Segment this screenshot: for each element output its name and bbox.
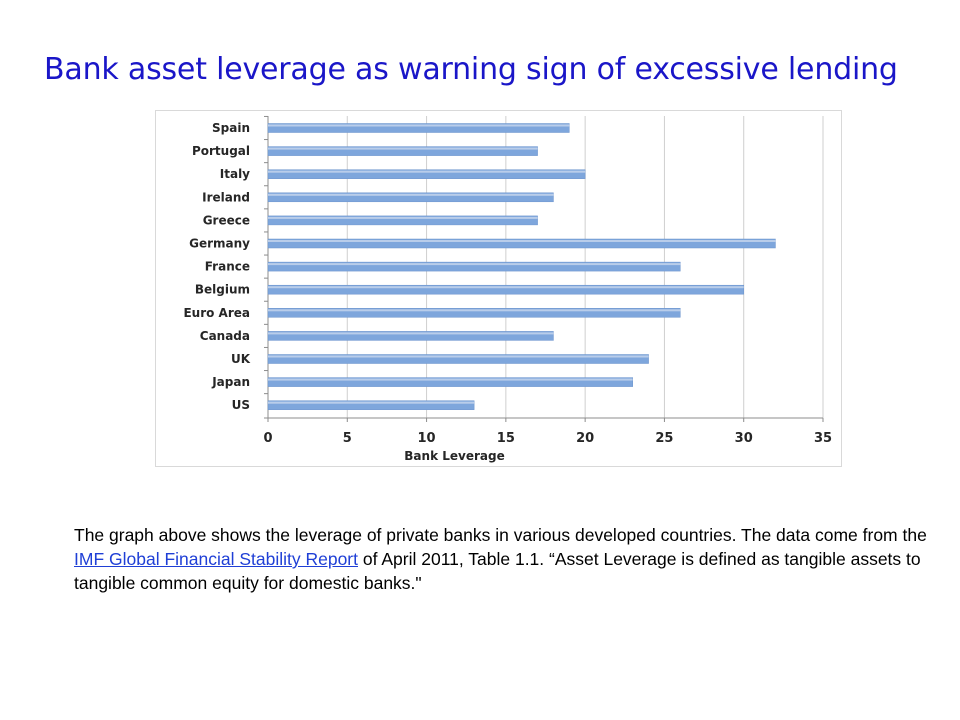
- slide-title: Bank asset leverage as warning sign of e…: [44, 52, 898, 87]
- category-label: Portugal: [192, 144, 250, 158]
- bar-highlight: [268, 309, 681, 312]
- bar-canada: [267, 331, 554, 341]
- bar-highlight: [268, 240, 776, 242]
- caption: The graph above shows the leverage of pr…: [74, 523, 934, 595]
- x-tick-label: 25: [655, 431, 673, 446]
- category-label: Japan: [211, 375, 250, 389]
- bar-highlight: [268, 147, 538, 150]
- bar-euro-area: [267, 308, 681, 318]
- bar-ireland: [267, 192, 554, 203]
- bar-highlight: [268, 286, 744, 289]
- bar-spain: [267, 123, 570, 133]
- x-tick-label: 30: [735, 431, 753, 446]
- bar-us: [267, 400, 475, 410]
- category-label: France: [205, 260, 250, 274]
- bar-highlight: [268, 193, 554, 196]
- category-label: Belgium: [195, 283, 250, 297]
- x-tick-label: 0: [263, 431, 272, 446]
- category-label: Canada: [200, 329, 250, 343]
- imf-report-link[interactable]: IMF Global Financial Stability Report: [74, 549, 358, 569]
- bar-highlight: [268, 124, 570, 127]
- bar-highlight: [268, 401, 475, 404]
- category-label: UK: [231, 352, 251, 366]
- bar-highlight: [268, 332, 554, 335]
- caption-text-2: of April 2011, Table 1.1. “Asset Leverag…: [74, 549, 921, 593]
- x-tick-label: 15: [497, 431, 515, 446]
- bar-portugal: [267, 146, 538, 156]
- chart-frame: Spain Portugal Italy Ireland Greece Germany Fr…: [155, 110, 842, 467]
- category-label: Spain: [212, 121, 250, 135]
- x-tick-label: 35: [814, 431, 832, 446]
- bar-greece: [267, 215, 538, 226]
- bar-uk: [267, 354, 649, 364]
- category-label: Euro Area: [183, 306, 250, 320]
- x-tick-label: 20: [576, 431, 594, 446]
- bar-italy: [267, 169, 586, 179]
- x-axis-title: Bank Leverage: [404, 449, 504, 463]
- category-label: Greece: [203, 213, 250, 227]
- bar-highlight: [268, 378, 633, 381]
- x-tick-label: 5: [343, 431, 352, 446]
- category-label: Italy: [220, 167, 250, 181]
- bar-france: [267, 261, 681, 272]
- category-label: Ireland: [202, 190, 250, 204]
- bar-highlight: [268, 170, 586, 173]
- bar-highlight: [268, 263, 681, 266]
- bar-highlight: [268, 355, 649, 358]
- category-label: US: [232, 398, 250, 412]
- bar-highlight: [268, 216, 538, 219]
- x-tick-label: 10: [418, 431, 436, 446]
- category-label: Germany: [189, 237, 250, 251]
- bank-leverage-chart: Spain Portugal Italy Ireland Greece Germany Fr…: [183, 115, 832, 463]
- caption-text-1: The graph above shows the leverage of pr…: [74, 525, 927, 545]
- bar-belgium: [267, 284, 744, 295]
- bar-germany: [267, 238, 776, 249]
- bar-japan: [267, 377, 633, 387]
